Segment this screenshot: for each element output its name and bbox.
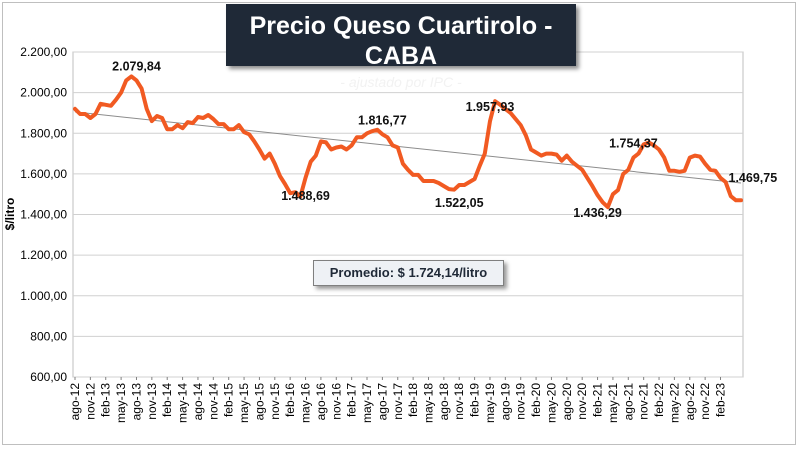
- x-tick-label: feb-18: [406, 383, 420, 417]
- x-tick-label: ago-14: [191, 383, 205, 421]
- x-tick-label: ago-15: [252, 383, 266, 421]
- data-label: 1.816,77: [358, 113, 407, 127]
- x-tick-label: feb-15: [222, 383, 236, 417]
- y-tick-label: 2.200,00: [20, 45, 67, 59]
- x-tick-label: feb-21: [591, 383, 605, 417]
- x-tick-label: nov-22: [698, 383, 712, 420]
- y-tick-label: 800,00: [30, 329, 67, 343]
- x-tick-label: feb-19: [468, 383, 482, 417]
- x-tick-label: ago-22: [683, 383, 697, 421]
- x-tick-label: may-16: [299, 383, 313, 423]
- x-tick-label: nov-19: [514, 383, 528, 420]
- x-tick-label: nov-12: [83, 383, 97, 420]
- x-tick-label: may-15: [237, 383, 251, 423]
- x-tick-label: nov-17: [391, 383, 405, 420]
- x-tick-label: nov-20: [575, 383, 589, 420]
- x-tick-label: may-17: [360, 383, 374, 423]
- average-label-box: Promedio: $ 1.724,14/litro: [313, 260, 504, 286]
- x-tick-label: feb-16: [283, 383, 297, 417]
- data-label: 1.436,29: [573, 206, 622, 220]
- series-line: [73, 74, 743, 210]
- y-tick-label: 1.600,00: [20, 167, 67, 181]
- x-tick-label: nov-15: [268, 383, 282, 420]
- y-axis-label: $/litro: [3, 198, 17, 231]
- x-tick-label: nov-21: [637, 383, 651, 420]
- y-tick-label: 1.000,00: [20, 289, 67, 303]
- title-box: Precio Queso Cuartirolo - CABA - ajustad…: [226, 4, 576, 90]
- x-tick-label: may-22: [667, 383, 681, 423]
- x-tick-label: ago-20: [560, 383, 574, 421]
- y-tick-label: 1.400,00: [20, 208, 67, 222]
- x-tick-label: feb-23: [714, 383, 728, 417]
- y-axis-ticks: 600,00 800,00 1.000,00 1.200,00 1.400,00 1.60…: [20, 45, 67, 384]
- x-tick-label: may-14: [176, 383, 190, 423]
- x-tick-label: ago-18: [437, 383, 451, 421]
- x-tick-label: feb-17: [345, 383, 359, 417]
- x-tick-label: feb-14: [160, 383, 174, 417]
- x-tick-label: nov-16: [329, 383, 343, 420]
- data-label: 2.079,84: [112, 59, 161, 73]
- data-label: 1.522,05: [435, 196, 484, 210]
- x-tick-label: ago-13: [129, 383, 143, 421]
- data-label: 1.469,75: [729, 171, 778, 185]
- x-tick-label: ago-16: [314, 383, 328, 421]
- x-tick-label: nov-13: [145, 383, 159, 420]
- chart-subtitle: - ajustado por IPC -: [340, 74, 462, 90]
- x-axis-ticks: ago-12 nov-12 feb-13 may-13 ago-13 nov-13 feb-…: [68, 377, 728, 423]
- x-tick-label: may-19: [483, 383, 497, 423]
- x-tick-label: ago-19: [498, 383, 512, 421]
- y-tick-label: 1.800,00: [20, 126, 67, 140]
- x-tick-label: may-18: [421, 383, 435, 423]
- x-tick-label: feb-20: [529, 383, 543, 417]
- x-tick-label: may-13: [114, 383, 128, 423]
- x-tick-label: nov-18: [452, 383, 466, 420]
- x-tick-label: feb-22: [652, 383, 666, 417]
- x-tick-label: ago-17: [375, 383, 389, 421]
- x-tick-label: may-21: [606, 383, 620, 423]
- gridlines: [73, 51, 743, 378]
- data-annotations: 2.079,84 1.488,69 1.816,77 1.522,05 1.957,93…: [112, 59, 777, 220]
- chart-title: Precio Queso Cuartirolo - CABA: [249, 12, 553, 70]
- x-tick-label: ago-21: [621, 383, 635, 421]
- chart-frame: [2, 2, 796, 445]
- x-tick-label: may-20: [544, 383, 558, 423]
- y-tick-label: 600,00: [30, 370, 67, 384]
- x-tick-label: ago-12: [68, 383, 82, 421]
- x-tick-label: feb-13: [99, 383, 113, 417]
- data-label: 1.754,37: [609, 137, 658, 151]
- data-label: 1.488,69: [281, 189, 330, 203]
- y-tick-label: 1.200,00: [20, 248, 67, 262]
- x-tick-label: nov-14: [206, 383, 220, 420]
- data-label: 1.957,93: [466, 100, 515, 114]
- y-tick-label: 2.000,00: [20, 86, 67, 100]
